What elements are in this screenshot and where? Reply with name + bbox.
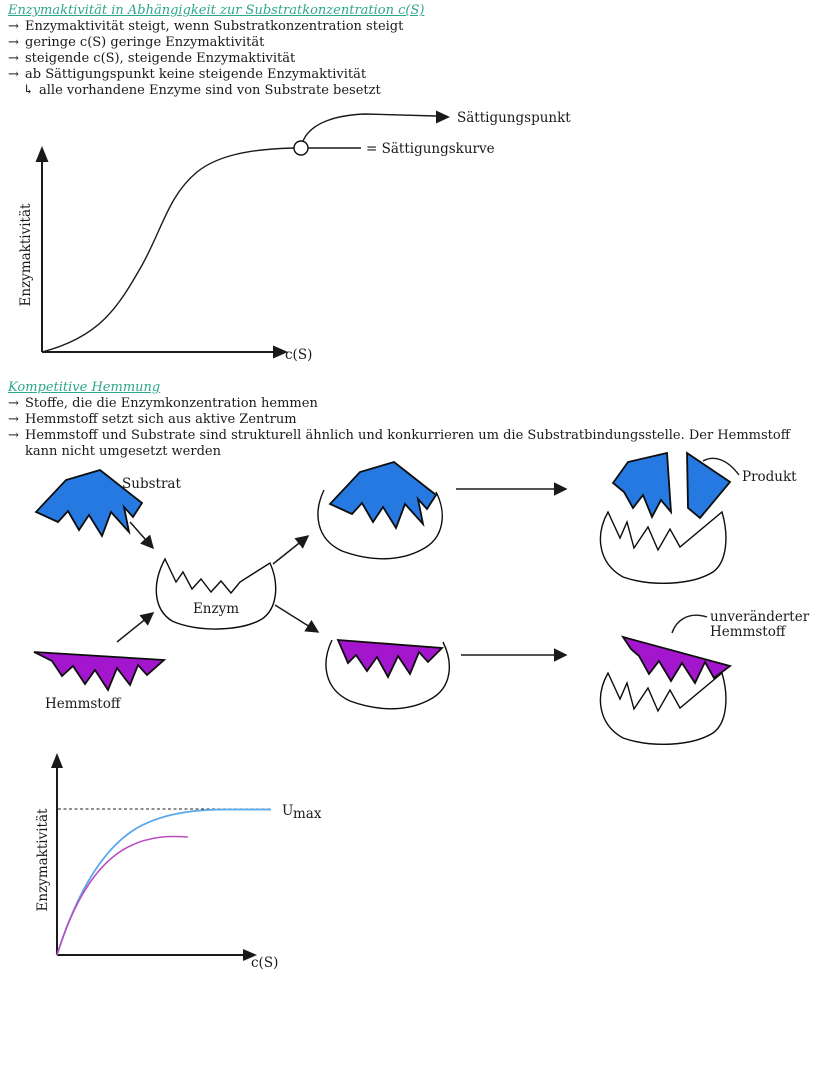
x-axis-arrow-icon <box>273 345 288 359</box>
y-axis-label: Enzymaktivität <box>18 203 34 306</box>
x-axis-label: c(S) <box>285 347 312 363</box>
es-complex-substrate-shape <box>328 461 438 531</box>
arrow-bullet-icon: → <box>8 428 19 443</box>
arrow-inhibitor-to-enzyme <box>116 612 155 643</box>
x-axis-arrow-icon <box>243 949 257 961</box>
unchanged-enzyme-shape <box>599 671 727 746</box>
arrow-enzyme-to-ei-complex <box>274 604 320 633</box>
reaction-diagram: Substrat Hemmstoff Enzym Produkt unverän… <box>33 451 810 746</box>
saturation-curve-label: = Sättigungskurve <box>366 141 495 157</box>
bullet-item: → Enzymaktivität steigt, wenn Substratko… <box>8 19 822 35</box>
section-title: Kompetitive Hemmung <box>8 380 161 395</box>
inhibition-chart: Enzymaktivität c(S) U max <box>35 753 322 971</box>
bullet-text: alle vorhandene Enzyme sind von Substrat… <box>39 83 381 98</box>
product-pointer-line <box>702 457 740 476</box>
bullet-text: ab Sättigungspunkt keine steigende Enzym… <box>25 67 367 82</box>
product-piece-right <box>686 451 732 520</box>
saturation-point-marker <box>293 140 309 156</box>
saturation-point-label: Sättigungspunkt <box>457 110 571 126</box>
substrate-shape <box>34 469 144 539</box>
product-enzyme-shape <box>599 510 727 585</box>
bullet-text: Hemmstoff und Substrate sind strukturell… <box>25 428 790 459</box>
arrow-enzyme-to-es-complex <box>272 535 310 565</box>
enzyme-label: Enzym <box>193 601 239 617</box>
arrow-bullet-icon: → <box>8 67 19 82</box>
bullet-item: → ab Sättigungspunkt keine steigende Enz… <box>8 67 822 83</box>
bullet-item: → Hemmstoff setzt sich aus aktive Zentru… <box>8 412 822 428</box>
ei-complex-inhibitor-shape <box>336 638 445 679</box>
corner-arrow-bullet-icon: ↳ <box>23 83 34 98</box>
arrow-bullet-icon: → <box>8 396 19 411</box>
y-axis-arrow-icon <box>35 146 49 162</box>
arrow-bullet-icon: → <box>8 35 19 50</box>
product-piece-left <box>611 451 673 520</box>
bullet-item: → Hemmstoff und Substrate sind strukture… <box>8 428 822 460</box>
inhibitor-label: Hemmstoff <box>45 696 122 712</box>
x-axis-label: c(S) <box>251 955 278 971</box>
bullet-item: → steigende c(S), steigende Enzymaktivit… <box>8 51 822 67</box>
saturation-point-arrow-icon <box>436 110 450 124</box>
enzyme-shape <box>155 557 277 630</box>
unchanged-inhibitor-shape <box>620 635 733 685</box>
arrow-bullet-icon: → <box>8 19 19 34</box>
section-title: Enzymaktivität in Abhängigkeit zur Subst… <box>8 3 425 18</box>
unchanged-pointer-line <box>671 614 708 634</box>
bullet-text: Enzymaktivität steigt, wenn Substratkonz… <box>25 19 404 34</box>
arrow-substrate-to-enzyme <box>129 521 154 550</box>
section-kompetitive-hemmung: Kompetitive Hemmung → Stoffe, die die En… <box>8 380 822 460</box>
bullet-item: → geringe c(S) geringe Enzymaktivität <box>8 35 822 51</box>
substrate-label: Substrat <box>122 476 181 492</box>
bullet-text: Stoffe, die die Enzymkonzentration hemme… <box>25 396 318 411</box>
umax-label: U <box>282 803 293 819</box>
product-label: Produkt <box>742 469 797 485</box>
bullet-text: Hemmstoff setzt sich aus aktive Zentrum <box>25 412 297 427</box>
unchanged-label-line1: unveränderter <box>710 609 810 625</box>
uninhibited-curve <box>56 808 271 956</box>
saturation-point-pointer <box>302 113 437 142</box>
saturation-chart: Enzymaktivität c(S) = Sättigungskurve Sä… <box>18 110 571 363</box>
bullet-text: geringe c(S) geringe Enzymaktivität <box>25 35 265 50</box>
saturation-curve <box>41 147 295 353</box>
arrow-bullet-icon: → <box>8 412 19 427</box>
umax-label-subscript: max <box>293 806 322 822</box>
y-axis-arrow-icon <box>51 753 63 768</box>
inhibitor-shape <box>33 651 167 692</box>
bullet-item: → Stoffe, die die Enzymkonzentration hem… <box>8 396 822 412</box>
y-axis-label: Enzymaktivität <box>35 808 51 911</box>
arrow-bullet-icon: → <box>8 51 19 66</box>
bullet-text: steigende c(S), steigende Enzymaktivität <box>25 51 296 66</box>
unchanged-label-line2: Hemmstoff <box>710 624 787 640</box>
inhibited-curve <box>56 835 189 956</box>
section-enzymaktivitaet: Enzymaktivität in Abhängigkeit zur Subst… <box>8 3 822 99</box>
bullet-subitem: ↳ alle vorhandene Enzyme sind von Substr… <box>8 83 822 99</box>
